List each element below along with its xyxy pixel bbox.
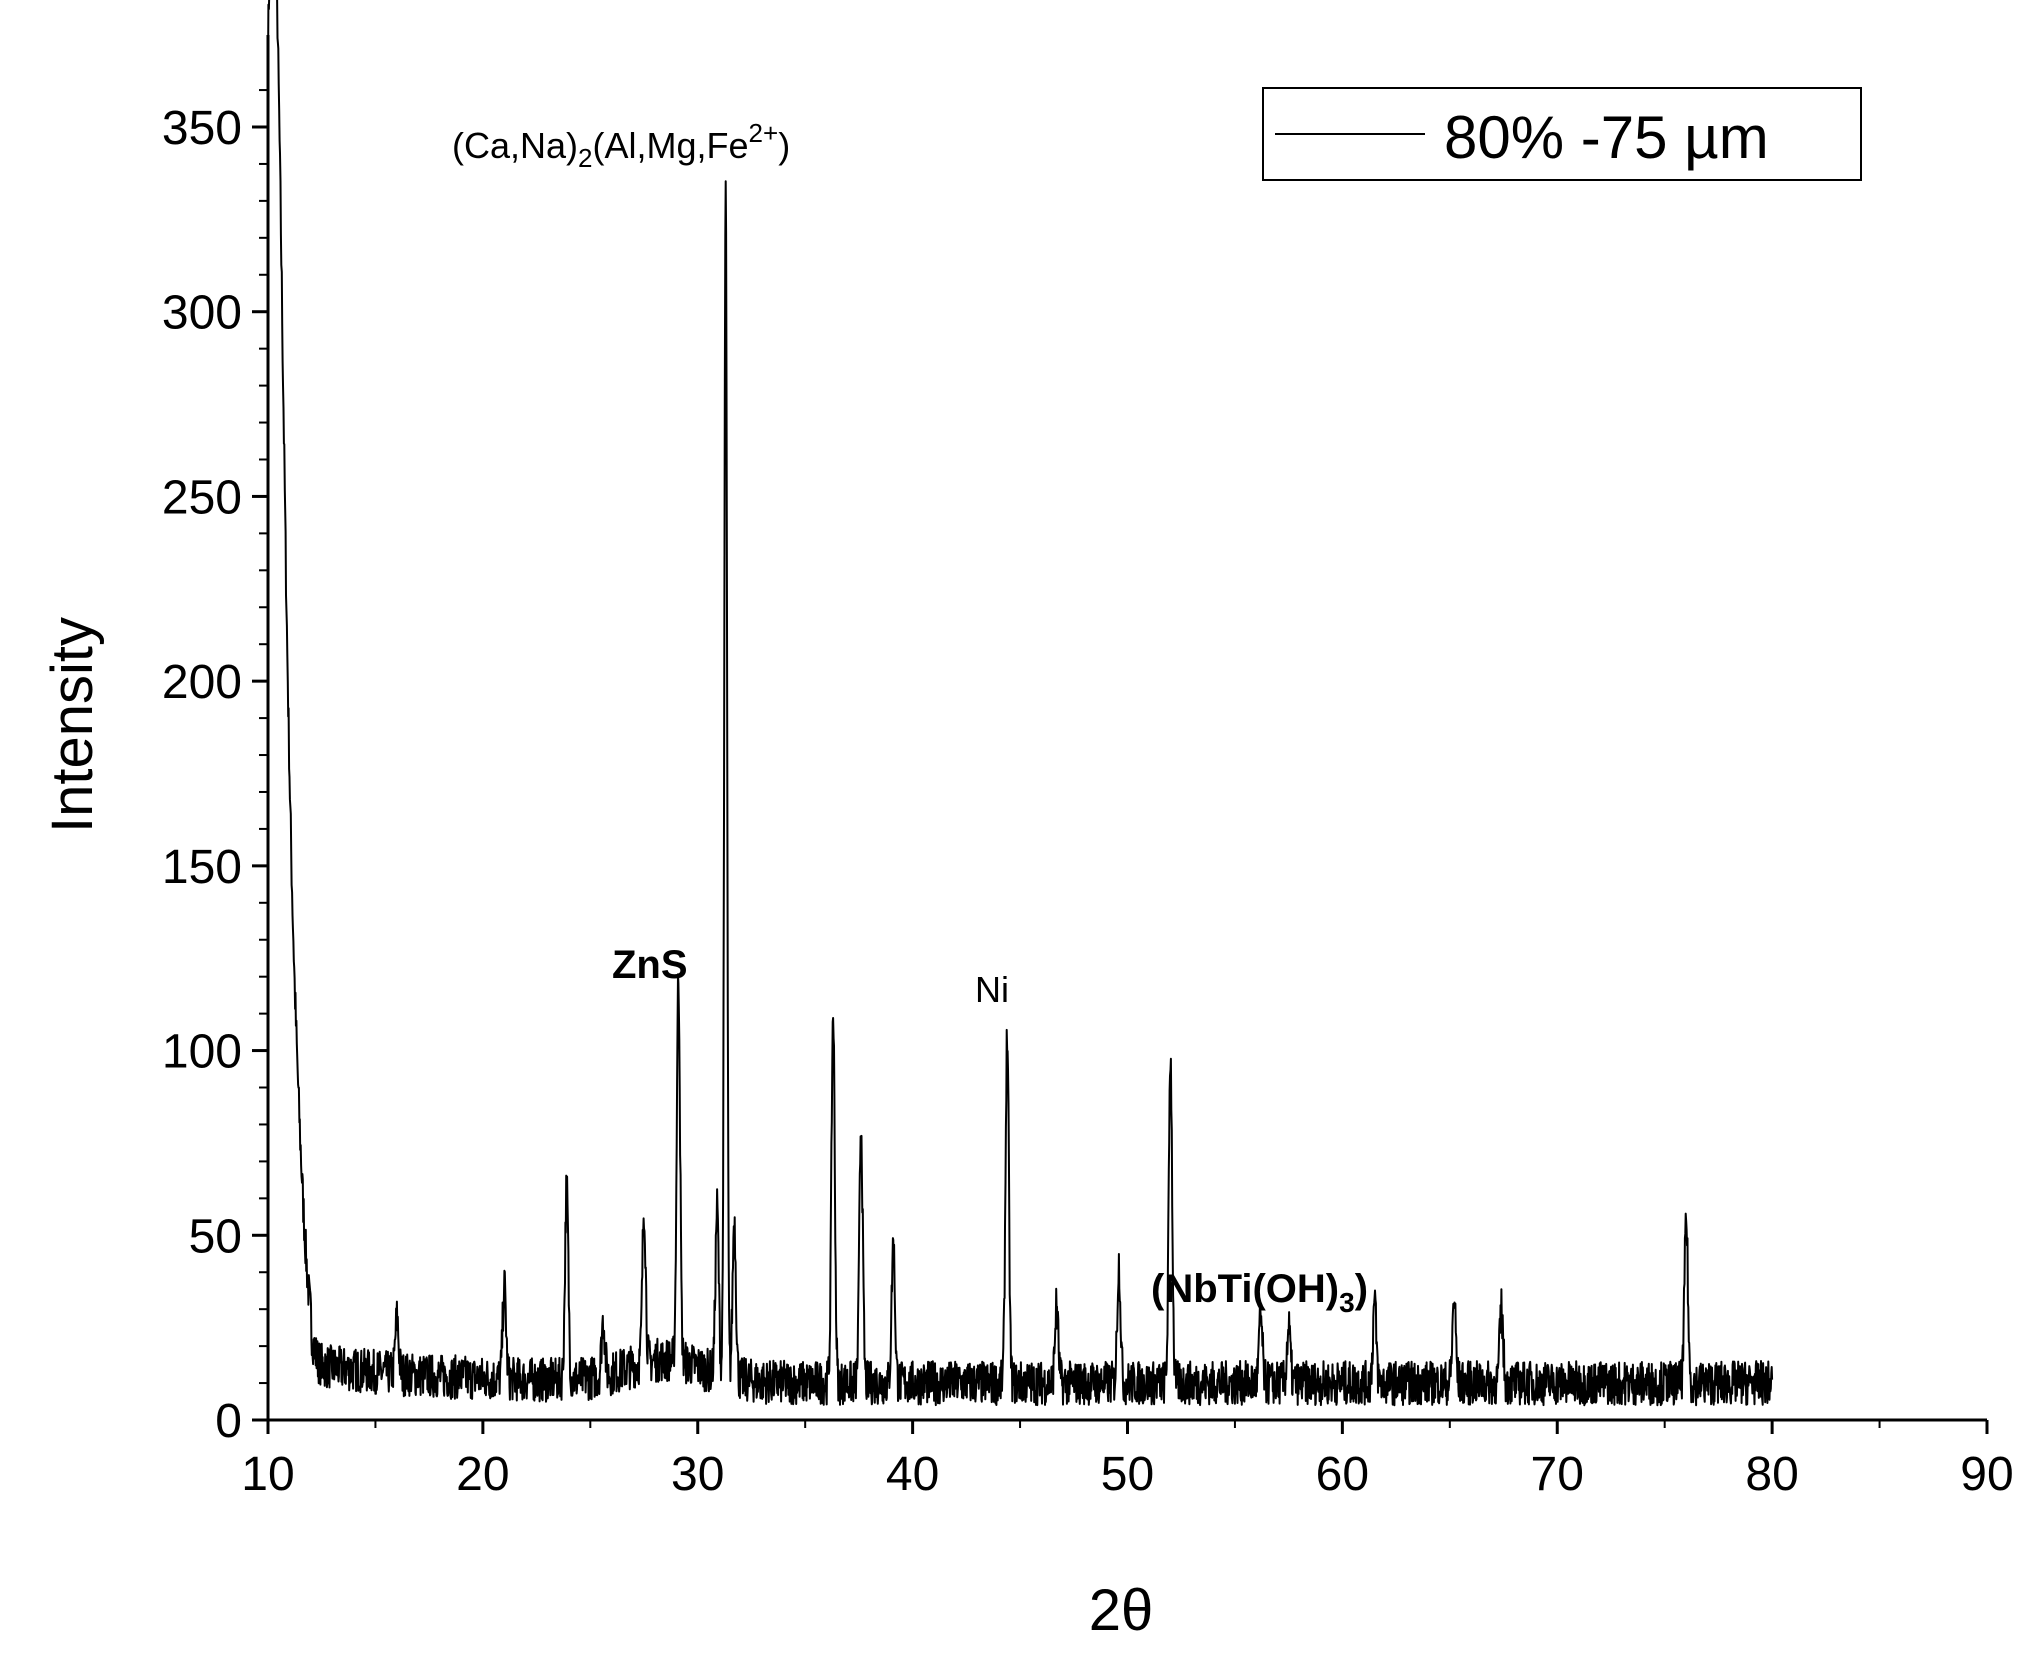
annotation-calcium-sodium-phase: (Ca,Na)2(Al,Mg,Fe2+) <box>452 118 790 173</box>
annotation-calcium-sodium-phase-sub: 2 <box>578 143 592 173</box>
y-tick-label-150: 150 <box>162 841 242 894</box>
y-tick-label-0: 0 <box>215 1395 242 1448</box>
x-tick-label-40: 40 <box>886 1448 939 1501</box>
x-tick-label-80: 80 <box>1745 1448 1798 1501</box>
ticks: 10 20 30 40 50 60 70 80 90 0 50 100 150 200 250 300 350 <box>162 89 2014 1501</box>
y-tick-label-250: 250 <box>162 471 242 524</box>
annotation-nbti-oh3-part2: ) <box>1355 1267 1368 1311</box>
y-tick-label-300: 300 <box>162 287 242 340</box>
y-tick-label-100: 100 <box>162 1026 242 1079</box>
y-tick-label-200: 200 <box>162 656 242 709</box>
x-axis-label: 2θ <box>1089 1578 1154 1643</box>
series-line-80pct-75um <box>267 0 1774 1407</box>
x-tick-label-10: 10 <box>241 1448 294 1501</box>
legend-entry-label: 80% -75 µm <box>1444 104 1769 171</box>
annotation-nbti-oh3-part1: (NbTi(OH) <box>1151 1267 1339 1311</box>
legend: 80% -75 µm <box>1262 87 1862 181</box>
annotation-zns: ZnS <box>612 943 688 987</box>
x-tick-label-30: 30 <box>671 1448 724 1501</box>
y-axis-label: Intensity <box>40 617 105 833</box>
x-tick-label-90: 90 <box>1960 1448 2013 1501</box>
annotation-nbti-oh3-sub: 3 <box>1339 1287 1355 1318</box>
y-tick-label-350: 350 <box>162 102 242 155</box>
axes <box>266 35 1987 1422</box>
annotation-calcium-sodium-phase-part1: (Ca,Na) <box>452 125 578 166</box>
x-tick-label-50: 50 <box>1101 1448 1154 1501</box>
x-tick-label-20: 20 <box>456 1448 509 1501</box>
annotation-nbti-oh3: (NbTi(OH)3) <box>1151 1267 1368 1318</box>
y-tick-label-50: 50 <box>189 1210 242 1263</box>
annotation-calcium-sodium-phase-part3: ) <box>778 125 790 166</box>
annotation-calcium-sodium-phase-part2: (Al,Mg,Fe <box>593 125 749 166</box>
annotation-ni: Ni <box>975 969 1009 1010</box>
x-tick-label-70: 70 <box>1531 1448 1584 1501</box>
annotation-calcium-sodium-phase-sup: 2+ <box>749 118 779 148</box>
x-tick-label-60: 60 <box>1316 1448 1369 1501</box>
